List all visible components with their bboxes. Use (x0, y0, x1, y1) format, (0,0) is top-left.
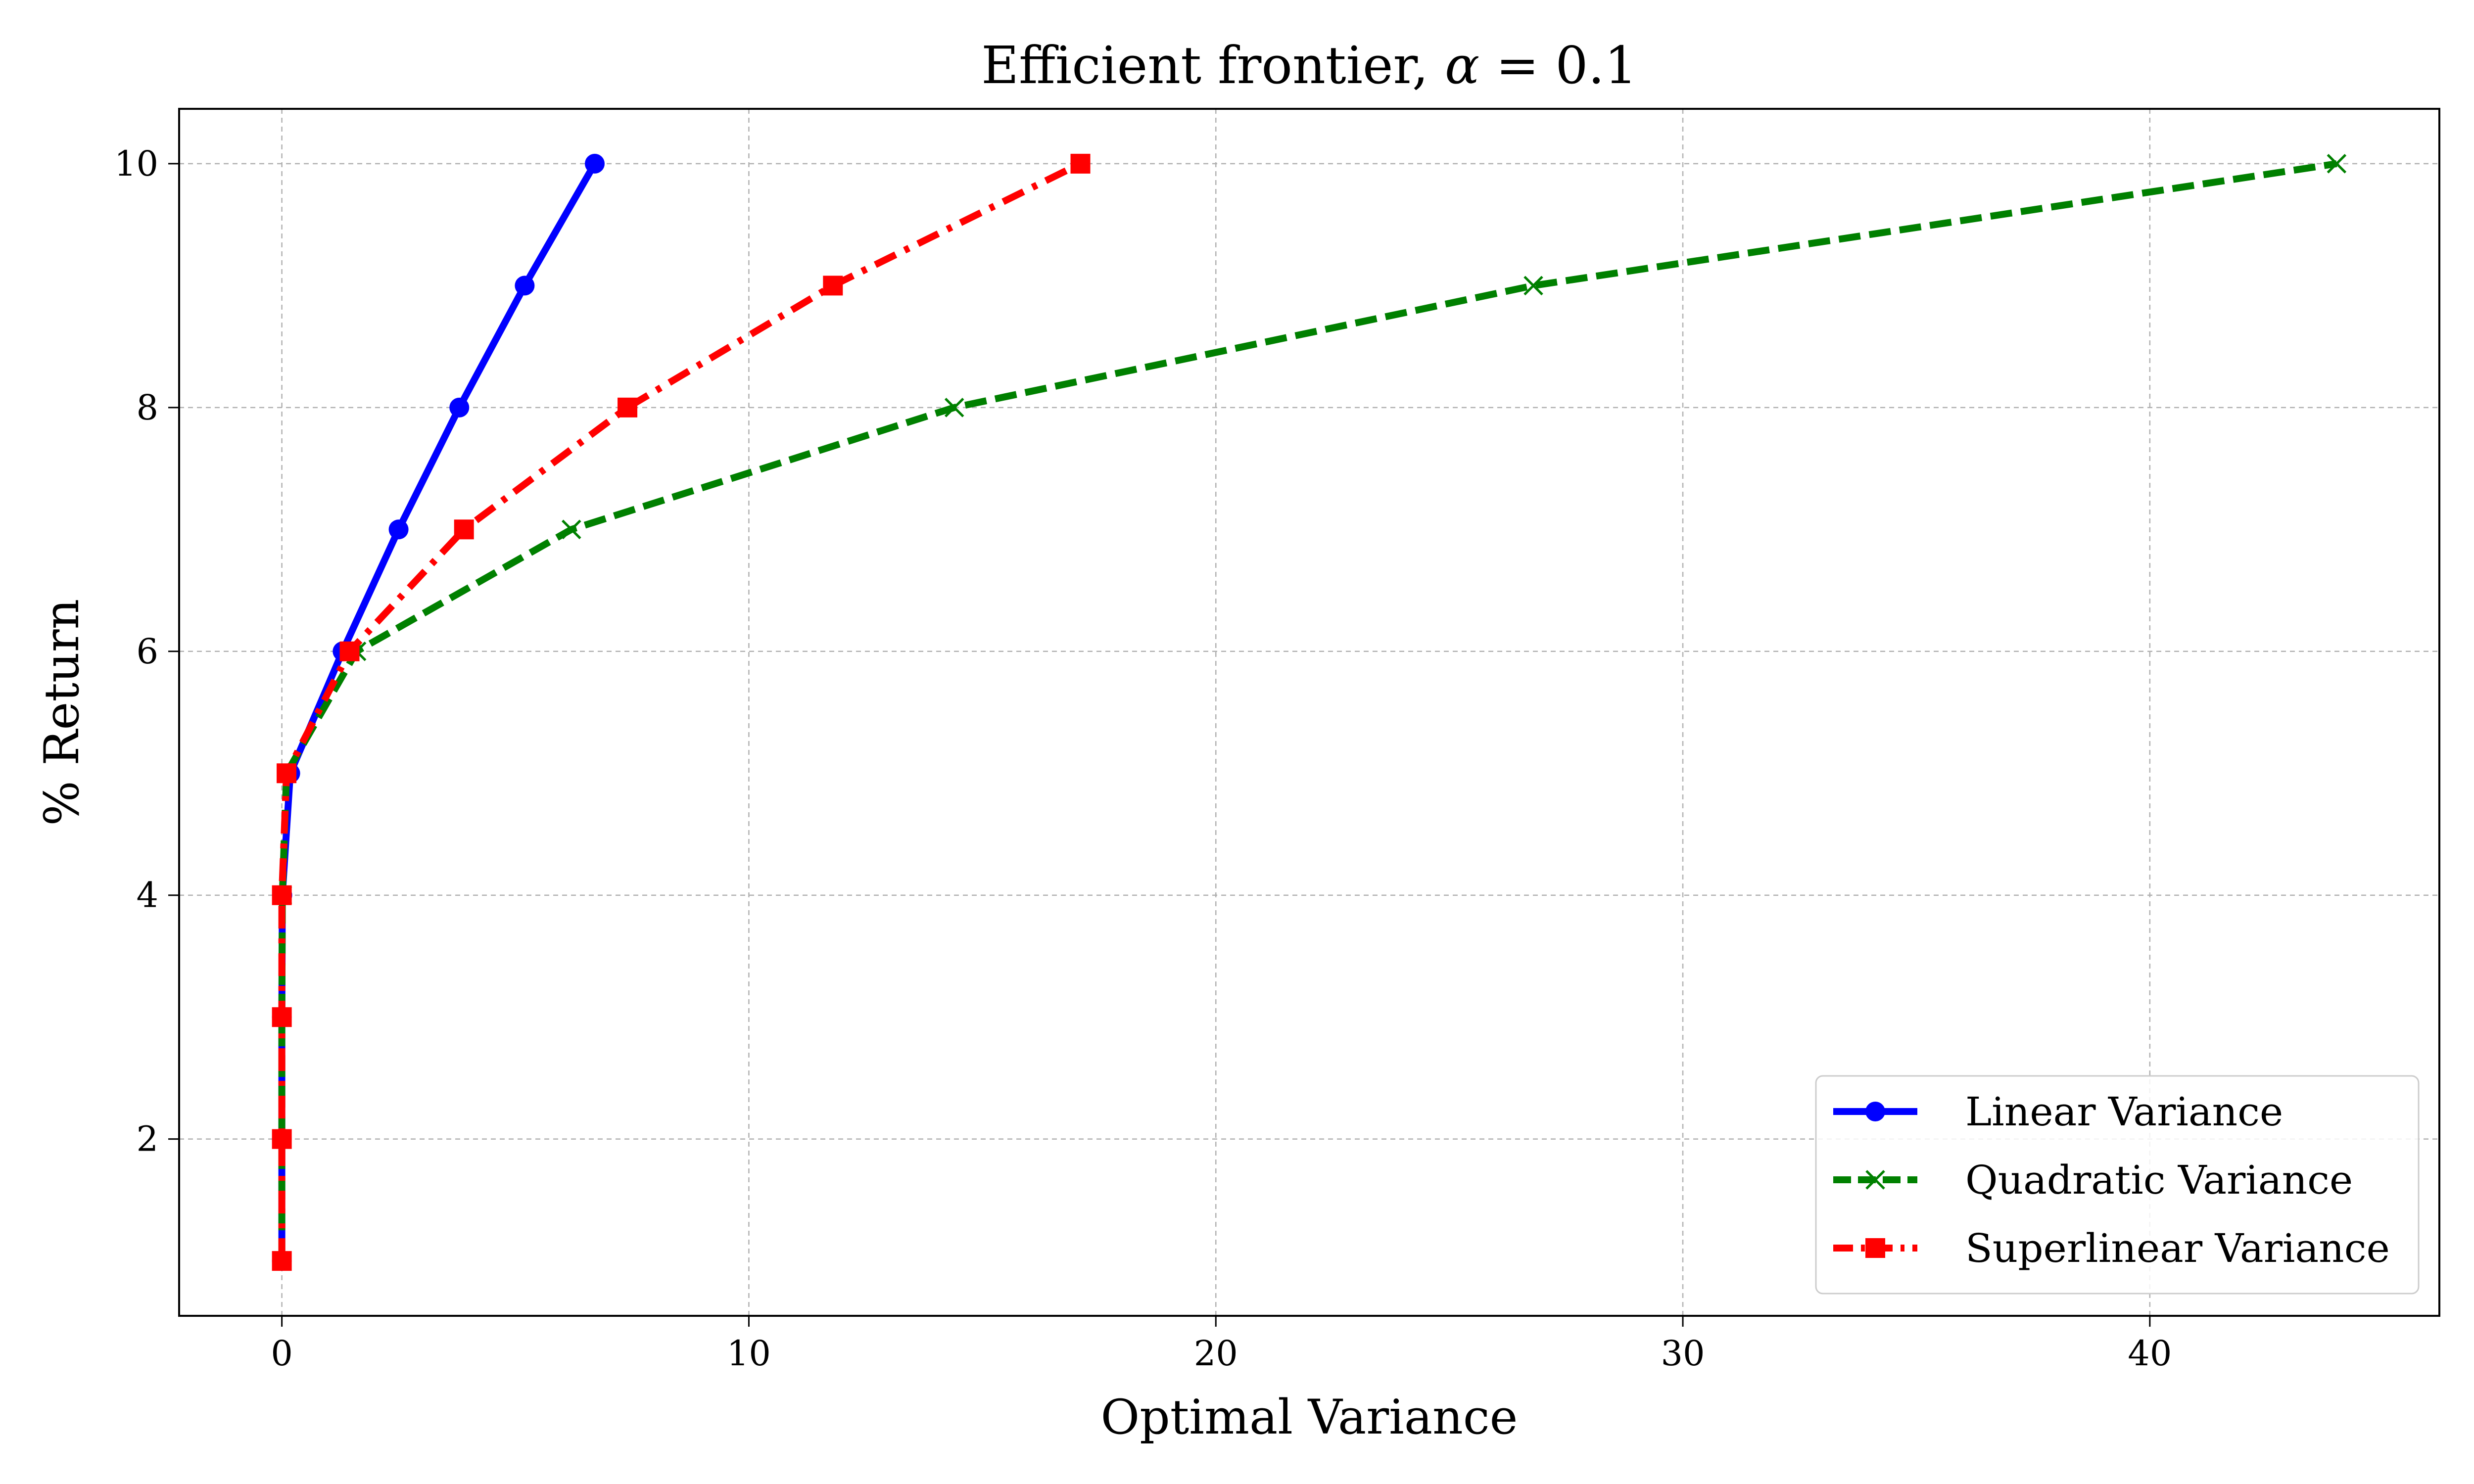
data-point-superlinear-variance (277, 763, 297, 784)
y-tick-label: 4 (136, 875, 158, 916)
legend-marker-linear-variance (1865, 1102, 1885, 1121)
y-tick-label: 8 (136, 387, 158, 428)
y-axis-label: % Return (34, 599, 90, 826)
tick-layer: 0 10 20 30 40 2 4 6 8 10 (114, 143, 2172, 1374)
data-point-linear-variance (515, 276, 535, 296)
data-point-superlinear-variance (272, 1129, 292, 1149)
series-line-superlinear-variance (278, 160, 1082, 1261)
y-tick-label: 6 (136, 631, 158, 672)
data-point-quadratic-variance (1523, 276, 1543, 296)
legend-marker-quadratic-variance (1865, 1170, 1885, 1190)
data-point-superlinear-variance (1070, 153, 1091, 174)
data-point-superlinear-variance (339, 641, 360, 661)
data-point-superlinear-variance (272, 885, 292, 905)
data-point-superlinear-variance (272, 1251, 292, 1271)
data-point-superlinear-variance (272, 1007, 292, 1027)
legend-label-quadratic-variance: Quadratic Variance (1965, 1157, 2353, 1203)
chart-legend: Linear Variance Quadratic Variance Superli… (1815, 1075, 2420, 1295)
x-tick-label: 10 (727, 1333, 771, 1374)
legend-item-quadratic-variance: Quadratic Variance (1833, 1157, 2353, 1203)
legend-label-linear-variance: Linear Variance (1965, 1089, 2283, 1135)
x-axis-label: Optimal Variance (1101, 1390, 1518, 1445)
legend-item-superlinear-variance: Superlinear Variance (1833, 1225, 2390, 1271)
data-point-superlinear-variance (618, 397, 638, 417)
data-point-linear-variance (584, 153, 605, 174)
data-point-quadratic-variance (562, 519, 581, 540)
data-point-quadratic-variance (2327, 154, 2347, 174)
x-tick-label: 20 (1194, 1333, 1238, 1374)
x-tick-label: 40 (2128, 1333, 2172, 1374)
chart-title: Efficient frontier, α = 0.1 (981, 35, 1637, 95)
legend-marker-superlinear-variance (1865, 1238, 1885, 1258)
x-tick-label: 30 (1661, 1333, 1705, 1374)
series-line-linear-variance (278, 162, 598, 1261)
legend-box (1815, 1075, 2420, 1295)
data-point-quadratic-variance (944, 398, 964, 417)
legend-label-superlinear-variance: Superlinear Variance (1965, 1225, 2390, 1271)
data-point-superlinear-variance (454, 519, 474, 540)
series-superlinear-variance (272, 153, 1091, 1271)
y-tick-label: 10 (114, 143, 158, 184)
y-tick-label: 2 (136, 1119, 158, 1159)
data-point-linear-variance (388, 519, 409, 540)
data-point-linear-variance (449, 397, 470, 417)
legend-item-linear-variance: Linear Variance (1833, 1089, 2283, 1135)
x-tick-label: 0 (271, 1333, 293, 1374)
plot-frame (178, 108, 2440, 1317)
series-layer (272, 153, 2347, 1271)
data-point-superlinear-variance (823, 276, 843, 296)
